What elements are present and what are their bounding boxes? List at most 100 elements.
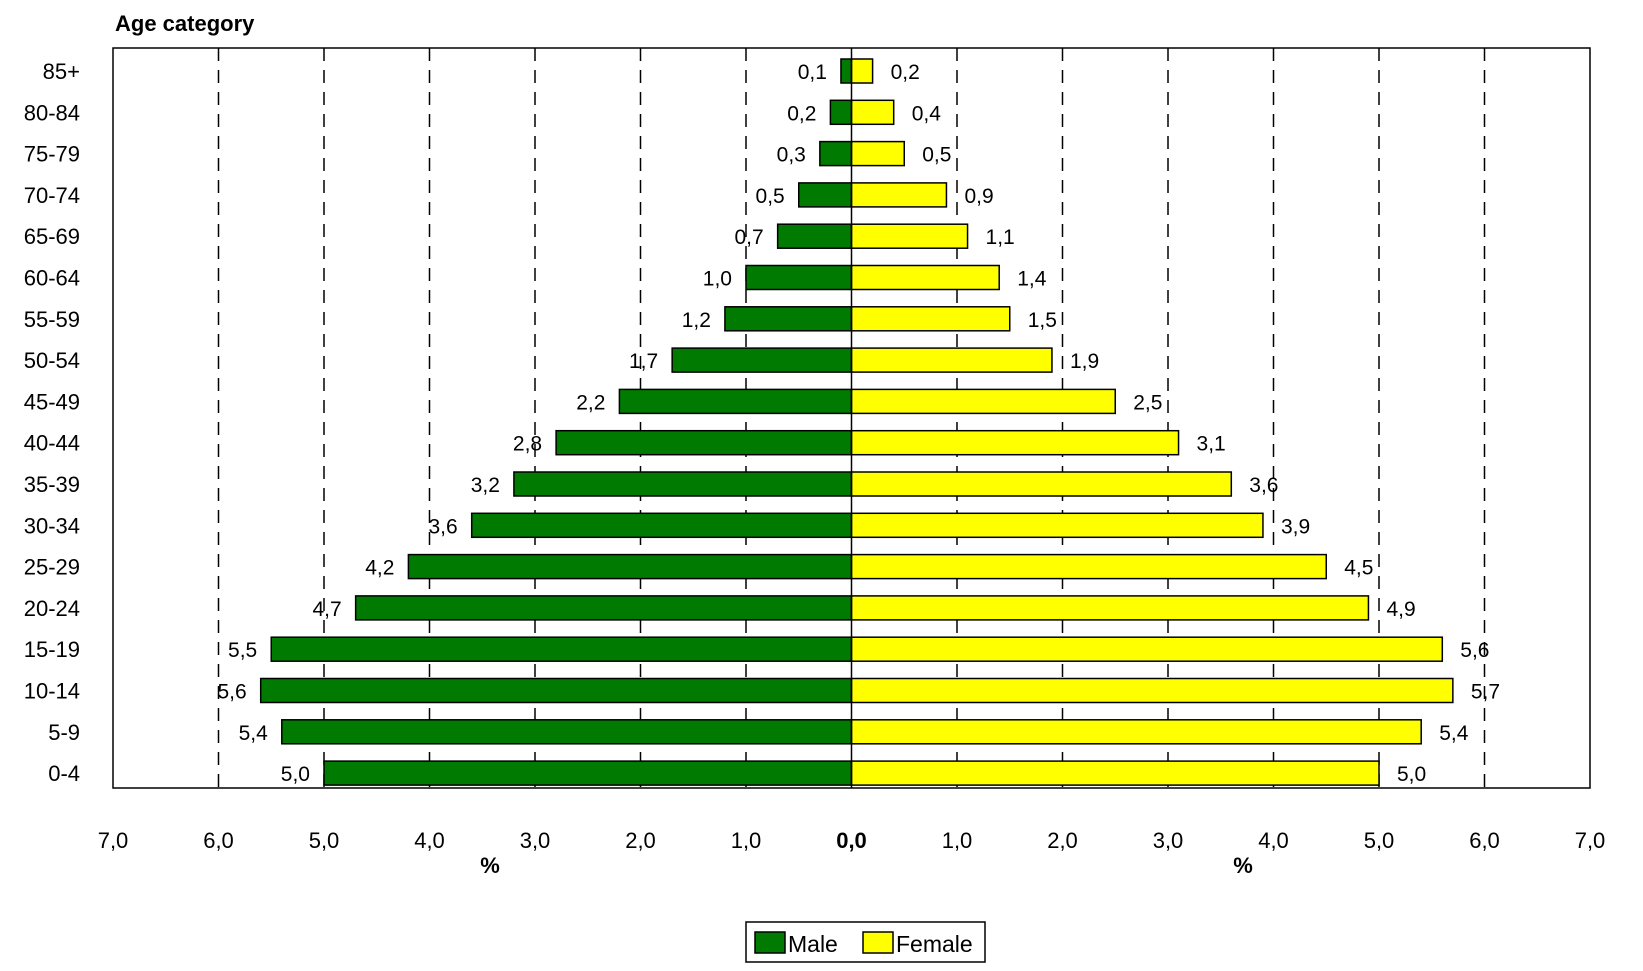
y-axis-title: Age category [115,11,255,36]
category-label: 20-24 [24,596,80,621]
category-label: 5-9 [48,720,80,745]
bar-female [850,760,1380,786]
data-label-male: 3,6 [428,515,457,538]
data-label-male: 1,0 [703,268,732,291]
data-label-male: 5,5 [228,639,257,662]
bar-male [819,140,853,167]
data-label-male: 4,7 [312,598,341,621]
labels-layer: 0,1 0,2 0,3 0,5 0,71,0 1,2 1,7 2,2 2,8 3,2 3,6 4,2 4… [217,61,1500,786]
data-label-female: 0,2 [891,61,920,84]
category-label: 45-49 [24,389,80,414]
x-tick-label: 5,0 [1364,828,1395,853]
grid-layer [217,48,1486,788]
bar-female [850,719,1422,745]
bar-male [407,553,853,580]
category-label: 50-54 [24,348,80,373]
data-label-female: 0,4 [912,102,942,125]
legend: Male Female [745,921,986,963]
bar-male [724,306,853,332]
data-label-male: 0,1 [798,61,827,84]
data-label-female: 1,4 [1017,268,1047,291]
data-label-female: 1,9 [1070,350,1099,373]
bar-female [850,429,1180,456]
data-label-female: 5,7 [1471,681,1500,704]
bar-female [850,636,1444,662]
x-tick-labels: 7,0 6,0 5,0 4,0 3,0 2,0 1,0 0,0 1,0 2,0 3,0 4,0 5,0 6… [98,828,1606,853]
data-label-male: 2,8 [513,433,542,456]
x-axis-label-right: % [1233,853,1253,878]
data-label-female: 4,5 [1344,557,1373,580]
data-label-female: 5,4 [1439,722,1469,745]
bar-male [259,677,853,704]
category-label: 60-64 [24,266,80,291]
bar-female [850,347,1053,373]
bar-female [850,264,1000,291]
data-label-female: 3,9 [1281,515,1310,538]
bar-male [671,347,853,373]
x-tick-label: 4,0 [1258,828,1289,853]
data-label-female: 1,1 [986,226,1015,249]
data-label-female: 3,6 [1249,474,1278,497]
category-label: 30-34 [24,513,80,538]
bar-male [555,429,853,456]
category-label: 40-44 [24,431,80,456]
category-label: 70-74 [24,183,80,208]
legend-label-male: Male [788,931,838,957]
category-label: 85+ [43,59,80,84]
data-label-male: 4,2 [365,557,394,580]
bar-female [850,223,969,249]
bar-female [850,58,874,84]
x-tick-label: 1,0 [731,828,762,853]
bar-male [281,719,853,745]
bar-male [323,760,853,786]
category-label: 65-69 [24,224,80,249]
x-tick-label: 7,0 [1575,828,1606,853]
x-tick-label: 3,0 [1153,828,1184,853]
x-tick-label: 0,0 [836,828,867,853]
data-label-male: 5,6 [217,681,246,704]
category-label: 80-84 [24,100,80,125]
category-labels: 85+ 80-84 75-79 70-74 65-69 60-64 55-59 50-54 45… [24,59,80,786]
x-tick-label: 1,0 [942,828,973,853]
data-label-female: 4,9 [1386,598,1415,621]
bar-male [270,636,853,662]
data-label-male: 1,2 [682,309,711,332]
data-label-male: 2,2 [576,391,605,414]
data-label-male: 0,3 [777,144,806,167]
category-label: 10-14 [24,679,80,704]
bars-layer [259,48,1454,788]
bar-male [618,388,853,415]
bar-male [354,595,853,621]
data-label-male: 5,4 [239,722,269,745]
bar-female [850,595,1370,621]
data-label-male: 0,2 [787,102,816,125]
legend-label-female: Female [896,931,973,957]
category-label: 0-4 [48,761,80,786]
data-label-female: 0,9 [964,185,993,208]
bar-male [745,264,853,291]
bar-female [850,306,1011,332]
category-label: 35-39 [24,472,80,497]
category-label: 15-19 [24,637,80,662]
category-label: 25-29 [24,555,80,580]
bar-male [470,512,853,539]
category-label: 55-59 [24,307,80,332]
data-label-male: 3,2 [471,474,500,497]
data-label-female: 3,1 [1197,433,1226,456]
data-label-female: 5,6 [1460,639,1489,662]
x-axis-label-left: % [480,853,500,878]
bar-female [850,140,905,167]
legend-swatch-male [754,931,786,954]
bar-female [850,677,1454,704]
data-label-female: 1,5 [1028,309,1057,332]
bar-female [850,512,1264,539]
bar-female [850,99,895,126]
data-label-female: 5,0 [1397,763,1426,786]
x-tick-label: 3,0 [520,828,551,853]
x-tick-label: 2,0 [625,828,656,853]
data-label-male: 5,0 [281,763,310,786]
x-tick-label: 5,0 [309,828,340,853]
bar-male [840,58,853,84]
